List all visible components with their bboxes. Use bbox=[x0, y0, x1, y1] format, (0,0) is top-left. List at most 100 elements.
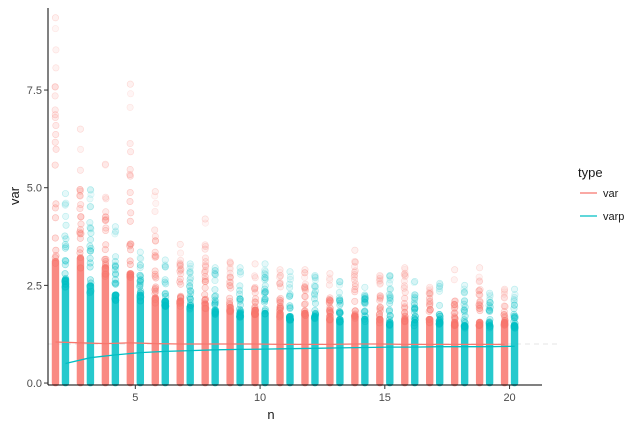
data-point bbox=[252, 295, 260, 303]
data-point bbox=[361, 296, 369, 304]
point-band bbox=[151, 294, 159, 387]
data-point bbox=[311, 309, 319, 317]
data-point bbox=[336, 296, 344, 304]
data-point bbox=[77, 201, 85, 209]
data-point bbox=[86, 224, 94, 232]
data-point bbox=[486, 299, 494, 307]
data-point bbox=[361, 315, 369, 323]
data-point bbox=[136, 297, 144, 305]
data-point bbox=[261, 273, 269, 281]
data-point bbox=[286, 292, 294, 300]
trend-line-varp bbox=[65, 345, 515, 365]
data-point-max bbox=[86, 186, 94, 194]
data-point bbox=[86, 276, 94, 284]
data-point bbox=[436, 315, 444, 323]
data-point bbox=[151, 289, 159, 297]
data-point bbox=[186, 299, 194, 307]
data-point bbox=[326, 296, 334, 304]
data-point bbox=[411, 291, 419, 299]
data-point bbox=[436, 281, 444, 289]
data-point bbox=[451, 309, 459, 317]
data-point bbox=[76, 226, 84, 234]
data-point bbox=[410, 322, 418, 330]
data-point-max bbox=[126, 80, 134, 88]
data-point bbox=[386, 293, 394, 301]
data-point bbox=[376, 319, 384, 327]
point-column-var bbox=[101, 160, 110, 387]
data-point bbox=[261, 276, 269, 284]
data-point bbox=[51, 25, 59, 33]
data-point bbox=[326, 305, 334, 313]
data-point bbox=[151, 253, 159, 261]
data-point bbox=[301, 283, 309, 291]
data-point bbox=[276, 306, 284, 314]
data-point bbox=[336, 281, 344, 289]
data-point bbox=[310, 290, 318, 298]
data-point bbox=[151, 251, 159, 259]
data-point bbox=[262, 274, 270, 282]
data-point bbox=[325, 299, 333, 307]
data-point bbox=[426, 285, 434, 293]
data-point bbox=[510, 312, 518, 320]
data-point bbox=[301, 280, 309, 288]
data-point bbox=[276, 283, 284, 291]
data-point bbox=[127, 240, 135, 248]
data-point bbox=[336, 309, 344, 317]
data-point bbox=[426, 306, 434, 314]
point-band bbox=[61, 276, 70, 387]
data-point bbox=[76, 191, 84, 199]
data-point bbox=[310, 282, 318, 290]
data-point bbox=[486, 308, 494, 316]
point-column-varp bbox=[360, 283, 369, 387]
point-band bbox=[51, 258, 60, 387]
point-column-var bbox=[275, 266, 285, 387]
data-point bbox=[152, 253, 160, 261]
data-point bbox=[312, 282, 320, 290]
data-point bbox=[326, 297, 334, 305]
data-point bbox=[136, 277, 144, 285]
data-point bbox=[211, 266, 219, 274]
data-point bbox=[360, 308, 368, 316]
data-point bbox=[201, 291, 209, 299]
data-point bbox=[361, 295, 369, 303]
data-point bbox=[426, 290, 434, 298]
data-point bbox=[460, 288, 468, 296]
data-point bbox=[301, 283, 309, 291]
data-point bbox=[351, 258, 359, 266]
data-point bbox=[485, 301, 493, 309]
data-point bbox=[276, 302, 284, 310]
point-band bbox=[261, 309, 269, 387]
data-point bbox=[461, 303, 469, 311]
data-point bbox=[151, 295, 159, 303]
data-point bbox=[510, 301, 518, 309]
data-point bbox=[286, 284, 294, 292]
data-point bbox=[311, 295, 319, 303]
data-point bbox=[326, 307, 334, 315]
data-point bbox=[52, 252, 60, 260]
data-point bbox=[276, 303, 284, 311]
data-point bbox=[351, 263, 359, 271]
data-point bbox=[485, 320, 493, 328]
point-band bbox=[326, 312, 334, 387]
data-point bbox=[202, 305, 210, 313]
data-point bbox=[361, 312, 369, 320]
data-point bbox=[86, 195, 94, 203]
point-band bbox=[76, 255, 85, 387]
data-point bbox=[311, 291, 319, 299]
data-point bbox=[101, 255, 109, 263]
data-point bbox=[251, 303, 259, 311]
data-point bbox=[451, 303, 459, 311]
data-point bbox=[177, 297, 185, 305]
data-point bbox=[62, 199, 70, 207]
data-point bbox=[301, 285, 309, 293]
point-column-varp bbox=[186, 260, 195, 387]
data-point bbox=[102, 224, 110, 232]
data-point bbox=[102, 217, 110, 225]
data-point bbox=[61, 241, 69, 249]
data-point bbox=[510, 314, 518, 322]
data-point bbox=[76, 192, 84, 200]
data-point bbox=[411, 312, 419, 320]
data-point bbox=[201, 267, 209, 275]
point-band bbox=[351, 312, 359, 387]
data-point-max bbox=[401, 264, 409, 272]
